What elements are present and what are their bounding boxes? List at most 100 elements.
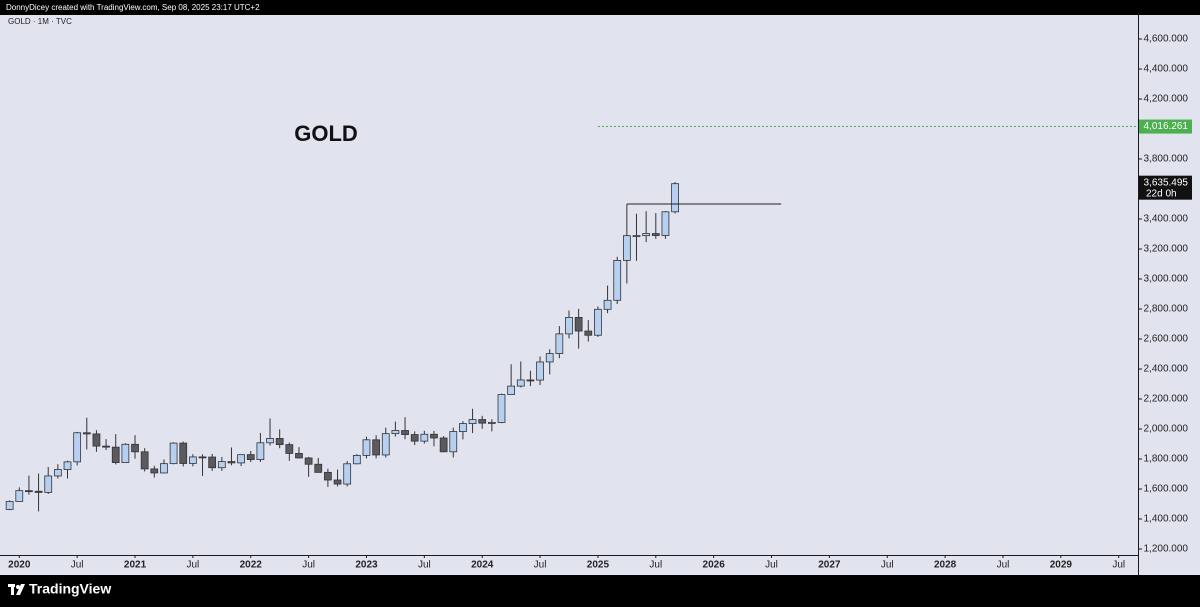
- candle-body: [526, 379, 535, 382]
- logo-part: [16, 584, 25, 595]
- candle: [111, 434, 120, 465]
- candle-body: [82, 432, 91, 435]
- logo-part: [11, 584, 14, 595]
- alert-label: 4,016.261: [1144, 121, 1189, 132]
- candle-body: [25, 490, 33, 493]
- candle: [44, 466, 53, 494]
- candle-body: [121, 443, 130, 463]
- candle-body: [352, 454, 361, 465]
- candle-body: [516, 379, 525, 387]
- x-tick-label: 2025: [587, 560, 610, 571]
- x-tick-label: Jul: [71, 560, 84, 571]
- x-tick-label: 2020: [8, 560, 31, 571]
- x-tick-label: Jul: [186, 560, 199, 571]
- candle-body: [381, 433, 390, 456]
- y-tick-label: 1,400.000: [1144, 514, 1189, 525]
- y-tick-label: 2,800.000: [1144, 304, 1189, 315]
- candle-body: [314, 463, 323, 473]
- y-tick-label: 1,200.000: [1144, 544, 1189, 555]
- candle: [198, 454, 207, 476]
- candle-body: [198, 456, 207, 459]
- y-tick-label: 3,400.000: [1144, 214, 1189, 225]
- candle: [372, 435, 380, 459]
- candle: [333, 469, 342, 487]
- candle-body: [603, 299, 612, 310]
- candle-body: [285, 444, 294, 454]
- candle-body: [5, 501, 14, 510]
- x-tick-label: 2027: [818, 560, 841, 571]
- candle-body: [401, 430, 409, 435]
- candle-body: [102, 445, 110, 448]
- candle: [63, 460, 72, 479]
- candle-body: [237, 454, 245, 464]
- candle: [497, 393, 506, 424]
- candle: [613, 256, 622, 305]
- x-tick-label: Jul: [1112, 560, 1125, 571]
- candle-body: [324, 471, 332, 481]
- candle: [507, 364, 516, 395]
- candle: [449, 427, 458, 458]
- candle-body: [497, 394, 506, 423]
- candle-body: [439, 437, 448, 453]
- candle-body: [565, 316, 573, 335]
- candle-body: [478, 419, 487, 424]
- candle: [217, 457, 226, 471]
- candle-body: [208, 456, 217, 469]
- candle-body: [584, 330, 593, 336]
- candle: [391, 421, 400, 437]
- countdown-label: 22d 0h: [1146, 188, 1177, 199]
- brand-name: TradingView: [29, 581, 111, 597]
- y-tick-label: 2,600.000: [1144, 334, 1189, 345]
- x-tick-label: Jul: [418, 560, 431, 571]
- logo-part: [16, 585, 20, 589]
- candle-body: [131, 443, 139, 453]
- y-tick-label: 3,200.000: [1144, 244, 1189, 255]
- y-tick-label: 4,200.000: [1144, 94, 1189, 105]
- candle-body: [189, 456, 197, 464]
- plot: [5, 182, 782, 512]
- y-tick-label: 2,400.000: [1144, 364, 1189, 375]
- candle-body: [468, 419, 477, 424]
- candle: [295, 447, 303, 459]
- candle: [478, 415, 487, 429]
- y-tick-label: 2,000.000: [1144, 424, 1189, 435]
- candle: [468, 408, 477, 434]
- candle: [352, 454, 361, 465]
- brand-logo: [8, 584, 25, 595]
- candle: [632, 213, 641, 261]
- candle-body: [140, 451, 149, 470]
- candle: [324, 468, 332, 487]
- candle: [574, 308, 583, 349]
- candle-body: [179, 442, 188, 464]
- candle: [275, 429, 284, 449]
- y-tick-label: 3,800.000: [1144, 154, 1189, 165]
- y-tick-label: 1,800.000: [1144, 454, 1189, 465]
- candle: [227, 447, 236, 466]
- candle-body: [150, 468, 159, 474]
- candle: [160, 459, 168, 474]
- header-text: DonnyDicey created with TradingView.com,…: [6, 3, 260, 12]
- x-tick-label: 2022: [240, 560, 263, 571]
- x-tick-label: 2028: [934, 560, 957, 571]
- candle: [362, 436, 371, 459]
- candle: [25, 475, 33, 495]
- candle: [555, 326, 564, 359]
- candle: [594, 306, 602, 337]
- candle: [545, 349, 554, 375]
- candle-body: [275, 438, 284, 446]
- last-price-box: [1139, 175, 1192, 200]
- x-tick-label: 2021: [124, 560, 147, 571]
- candle: [208, 453, 217, 471]
- candle-body: [391, 430, 400, 435]
- candle: [237, 454, 245, 467]
- candle-body: [217, 461, 226, 469]
- candle: [179, 441, 188, 467]
- candle-body: [459, 423, 467, 432]
- candle-body: [642, 233, 651, 237]
- candle-body: [92, 433, 101, 447]
- candle: [266, 418, 274, 446]
- candle-body: [545, 353, 554, 363]
- x-tick-label: Jul: [881, 560, 894, 571]
